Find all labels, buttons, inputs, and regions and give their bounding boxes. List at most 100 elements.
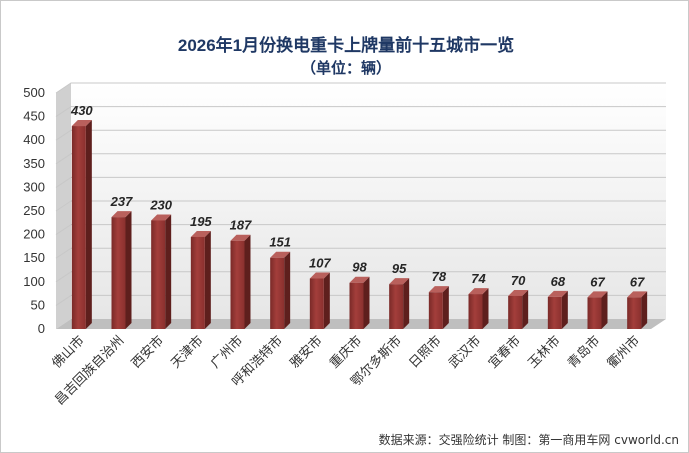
bar-side xyxy=(442,286,449,329)
x-tick-label: 昌吉回族自治州 xyxy=(52,333,128,409)
bar xyxy=(389,278,410,329)
bar xyxy=(587,291,608,329)
y-tick-label: 0 xyxy=(38,321,45,336)
y-tick-label: 350 xyxy=(23,156,45,171)
data-label: 237 xyxy=(110,194,133,209)
bar-side xyxy=(244,234,251,329)
plot-area: 0 50 100 150 200 250 300 350 400 450 500 430 237 230… xyxy=(23,82,666,409)
gridline xyxy=(55,200,666,212)
data-label: 74 xyxy=(471,271,486,286)
bar-top xyxy=(468,288,489,295)
bar-front xyxy=(151,220,166,329)
gridlines xyxy=(55,82,666,306)
x-tick-label: 日照市 xyxy=(406,333,445,372)
bar-top xyxy=(587,291,608,298)
bar-top xyxy=(230,234,251,241)
data-label: 187 xyxy=(230,218,252,233)
bars xyxy=(71,120,648,329)
bar xyxy=(190,230,211,329)
gridline xyxy=(55,129,666,141)
x-tick-label: 天津市 xyxy=(168,333,207,372)
y-tick-label: 150 xyxy=(23,250,45,265)
data-label: 107 xyxy=(309,255,331,270)
y-tick-label: 100 xyxy=(23,274,45,289)
bar-top xyxy=(547,290,568,297)
bar-top xyxy=(270,251,291,258)
bar-side xyxy=(363,276,370,329)
source-note: 数据来源：交强险统计 制图：第一商用车网 cvworld.cn xyxy=(379,432,679,447)
bar-front xyxy=(349,282,364,329)
y-tick-label: 400 xyxy=(23,132,45,147)
data-label: 430 xyxy=(70,103,93,118)
x-tick-label: 重庆市 xyxy=(326,333,365,372)
bar-front xyxy=(428,292,443,329)
bar-top xyxy=(71,120,92,127)
bar xyxy=(230,234,251,329)
gridline xyxy=(55,294,666,306)
data-label: 230 xyxy=(149,197,172,212)
data-label: 195 xyxy=(190,214,212,229)
bar-top xyxy=(508,289,529,296)
bar-side xyxy=(641,291,648,329)
bar-front xyxy=(111,217,126,329)
y-tick-label: 300 xyxy=(23,179,45,194)
gridline xyxy=(55,153,666,165)
gridline xyxy=(55,271,666,283)
gridline xyxy=(55,247,666,259)
bar xyxy=(468,288,489,329)
bar-top xyxy=(428,286,449,293)
bar xyxy=(547,290,568,329)
bar-top xyxy=(309,272,330,279)
bar-front xyxy=(389,284,404,329)
bar-top xyxy=(389,278,410,285)
bar-side xyxy=(482,288,489,329)
bar-front xyxy=(190,236,205,329)
x-tick-label: 玉林市 xyxy=(525,333,564,372)
bar xyxy=(270,251,291,329)
gridline xyxy=(55,106,666,118)
y-tick-label: 250 xyxy=(23,203,45,218)
bar-side xyxy=(323,272,330,329)
x-tick-label: 青岛市 xyxy=(564,333,603,372)
bar-front xyxy=(270,257,285,329)
bar-top xyxy=(151,214,172,221)
bar-top xyxy=(111,211,132,218)
bar-side xyxy=(284,251,291,329)
gridline xyxy=(55,82,666,94)
bar-side xyxy=(522,289,529,329)
y-axis: 0 50 100 150 200 250 300 350 400 450 500 xyxy=(23,85,45,336)
y-tick-label: 450 xyxy=(23,109,45,124)
bar-front xyxy=(547,296,562,329)
bar xyxy=(349,276,370,329)
bar-front xyxy=(468,294,483,329)
bar xyxy=(71,120,92,329)
bar xyxy=(428,286,449,329)
data-label: 95 xyxy=(392,261,407,276)
data-label: 151 xyxy=(269,235,291,250)
bar xyxy=(151,214,172,329)
gridline xyxy=(55,224,666,236)
bar-side xyxy=(204,230,211,329)
x-tick-label: 西安市 xyxy=(128,333,167,372)
data-label: 67 xyxy=(590,274,605,289)
data-label: 68 xyxy=(551,274,566,289)
bar-front xyxy=(71,126,86,329)
bar-top xyxy=(190,230,211,237)
bar-front xyxy=(587,297,602,329)
data-label: 70 xyxy=(511,273,526,288)
bar-side xyxy=(561,290,568,329)
bar-top xyxy=(627,291,648,298)
bar-side xyxy=(125,211,132,329)
bar xyxy=(309,272,330,329)
bar xyxy=(508,289,529,329)
bar xyxy=(111,211,132,329)
data-label: 78 xyxy=(432,269,447,284)
gridline xyxy=(55,176,666,188)
bar-side xyxy=(601,291,608,329)
data-labels: 430 237 230 195 187 151 107 98 95 78 74 70 68 67 67 xyxy=(70,103,645,289)
bar-front xyxy=(309,278,324,329)
y-tick-label: 200 xyxy=(23,227,45,242)
